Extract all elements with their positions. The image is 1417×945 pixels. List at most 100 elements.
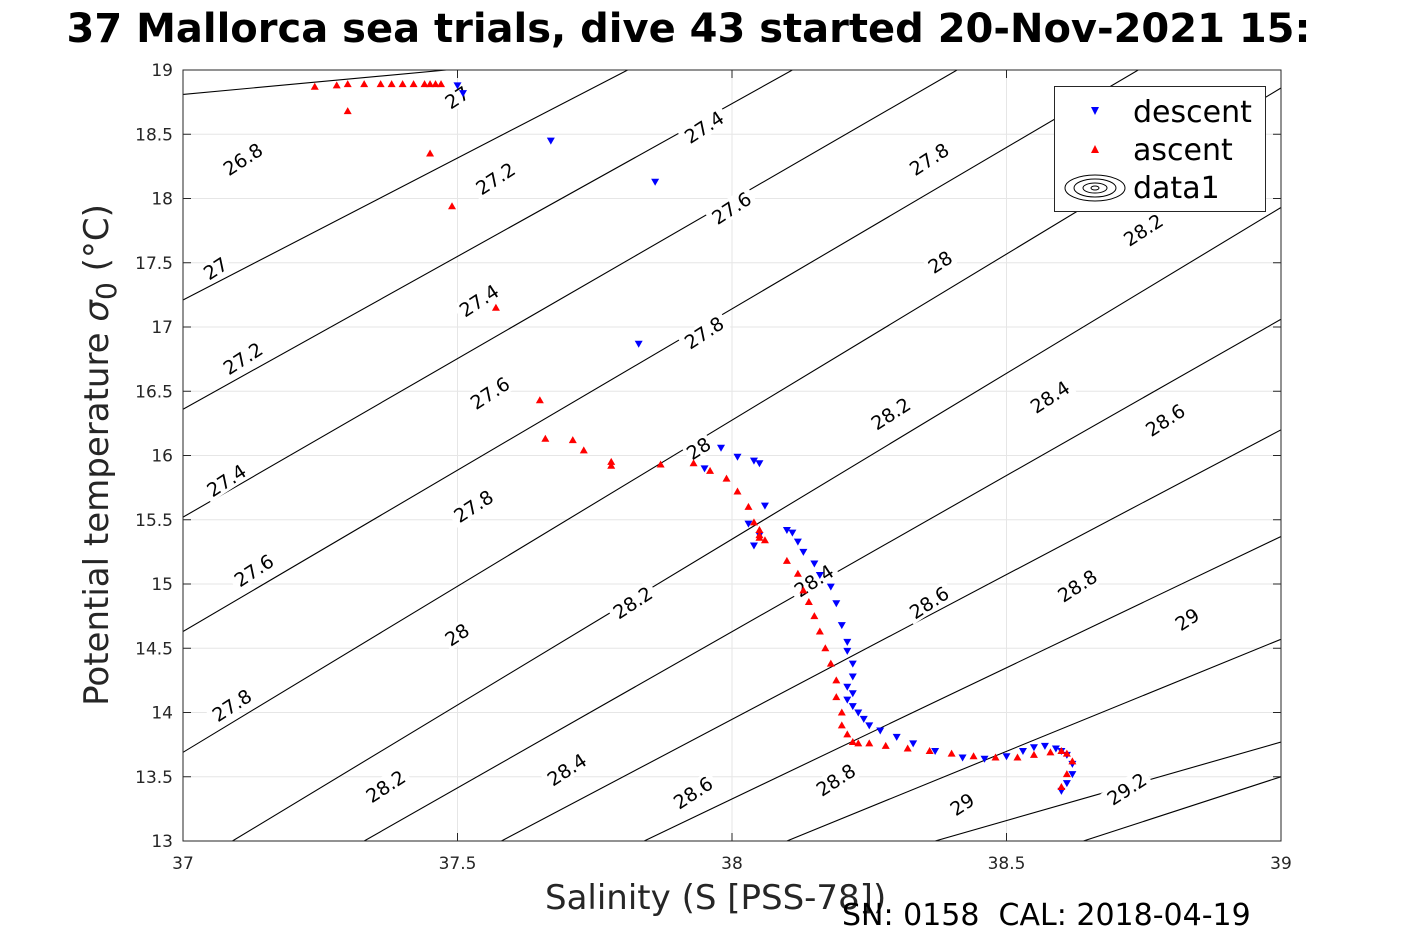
ascent-point bbox=[799, 586, 808, 594]
contour-label-bg bbox=[666, 770, 720, 815]
contour-label-bg bbox=[540, 747, 594, 792]
descent-point bbox=[876, 727, 885, 735]
contour-label-bg bbox=[677, 104, 731, 149]
descent-point bbox=[843, 683, 852, 691]
ascent-point bbox=[426, 80, 435, 88]
descent-point bbox=[546, 137, 555, 145]
y-axis-label: Potential temperature σ0 (°C) bbox=[77, 204, 123, 706]
ascent-point bbox=[755, 531, 764, 539]
descent-point bbox=[744, 520, 753, 528]
contour-ellipse-icon bbox=[1064, 174, 1126, 202]
down-triangle-icon bbox=[1091, 107, 1099, 115]
descent-point bbox=[700, 465, 709, 473]
descent-point bbox=[826, 583, 835, 591]
y-tick-label: 15.5 bbox=[135, 511, 173, 531]
descent-point bbox=[865, 722, 874, 730]
ascent-point bbox=[437, 80, 446, 88]
contour-label-bg bbox=[809, 757, 863, 802]
contour-label-bg bbox=[902, 580, 956, 625]
legend-label-data1: data1 bbox=[1133, 171, 1220, 206]
contour-label-bg bbox=[447, 484, 500, 529]
ascent-point bbox=[760, 536, 769, 544]
ascent-point bbox=[837, 721, 846, 729]
descent-point bbox=[810, 560, 819, 568]
serial-calibration-footer: SN: 0158 CAL: 2018-04-19 bbox=[842, 898, 1251, 933]
descent-point bbox=[848, 660, 857, 668]
contour-label-bg bbox=[439, 81, 475, 114]
y-tick-label: 14.5 bbox=[135, 639, 173, 659]
descent-point bbox=[1051, 745, 1060, 753]
legend-item-ascent: ascent bbox=[1055, 131, 1265, 168]
descent-point bbox=[793, 538, 802, 546]
contour-label-bg bbox=[677, 310, 731, 355]
contour-label-bg bbox=[468, 156, 522, 201]
descent-point bbox=[749, 457, 758, 465]
ascent-point bbox=[579, 446, 588, 454]
ascent-point bbox=[343, 107, 352, 115]
ascent-point bbox=[749, 518, 758, 526]
ascent-point bbox=[925, 747, 934, 755]
contour-line-29-2 bbox=[1083, 776, 1281, 841]
contour-label-bg bbox=[1138, 397, 1192, 442]
ascent-point bbox=[815, 627, 824, 635]
descent-point bbox=[760, 502, 769, 510]
ascent-point bbox=[1062, 749, 1071, 757]
ascent-point bbox=[733, 487, 742, 495]
ascent-point bbox=[782, 556, 791, 564]
ascent-point bbox=[343, 80, 352, 88]
x-tick-label: 38 bbox=[721, 854, 743, 874]
legend-label-ascent: ascent bbox=[1133, 133, 1233, 168]
y-tick-label: 13.5 bbox=[135, 768, 173, 788]
descent-point bbox=[848, 673, 857, 681]
x-tick-label: 37 bbox=[172, 854, 194, 874]
descent-point bbox=[909, 740, 918, 748]
contour-line-26-8 bbox=[183, 70, 447, 95]
y-tick-label: 17 bbox=[151, 318, 173, 338]
ascent-point bbox=[387, 80, 396, 88]
ascent-point bbox=[568, 436, 577, 444]
ascent-point bbox=[420, 80, 429, 88]
ascent-point bbox=[832, 693, 841, 701]
descent-point bbox=[799, 548, 808, 556]
ascent-point bbox=[947, 749, 956, 757]
ascent-point bbox=[1013, 753, 1022, 761]
descent-point bbox=[892, 733, 901, 741]
ascent-point bbox=[755, 526, 764, 534]
legend-item-data1: data1 bbox=[1055, 169, 1265, 206]
ascent-point bbox=[426, 149, 435, 157]
y-tick-label: 17.5 bbox=[135, 254, 173, 274]
ascent-point bbox=[810, 612, 819, 620]
ascent-point bbox=[491, 303, 500, 311]
ascent-point bbox=[332, 81, 341, 89]
descent-point bbox=[458, 90, 467, 98]
y-tick-label: 19 bbox=[151, 61, 173, 81]
ascent-point bbox=[656, 460, 665, 468]
y-tick-label: 18 bbox=[151, 190, 173, 210]
descent-point bbox=[1002, 753, 1011, 761]
contour-label-bg bbox=[681, 432, 716, 465]
x-axis-label: Salinity (S [PSS-78]) bbox=[545, 878, 887, 918]
ascent-point bbox=[903, 744, 912, 752]
ascent-point bbox=[854, 739, 863, 747]
ascent-point bbox=[821, 644, 830, 652]
contour-line-28-4 bbox=[501, 429, 1281, 841]
ascent-point bbox=[865, 739, 874, 747]
title-container: 37 Mallorca sea trials, dive 43 started … bbox=[0, 0, 1417, 60]
ascent-point bbox=[607, 457, 616, 465]
ascent-point bbox=[826, 659, 835, 667]
ascent-point bbox=[837, 708, 846, 716]
descent-point bbox=[1062, 780, 1071, 788]
y-axis-label-unit: (°C) bbox=[77, 204, 118, 283]
ascent-point bbox=[376, 80, 385, 88]
descent-point bbox=[859, 715, 868, 723]
descent-point bbox=[931, 748, 940, 756]
ascent-point bbox=[1057, 783, 1066, 791]
ascent-point bbox=[744, 502, 753, 510]
contour-label-bg bbox=[1023, 374, 1077, 419]
descent-point bbox=[1068, 771, 1077, 779]
contour-label-bg bbox=[452, 278, 506, 323]
contour-label-bg bbox=[1116, 207, 1170, 252]
ascent-point bbox=[360, 80, 369, 88]
sigma-symbol: σ bbox=[77, 300, 118, 322]
contour-label-bg bbox=[864, 391, 918, 436]
